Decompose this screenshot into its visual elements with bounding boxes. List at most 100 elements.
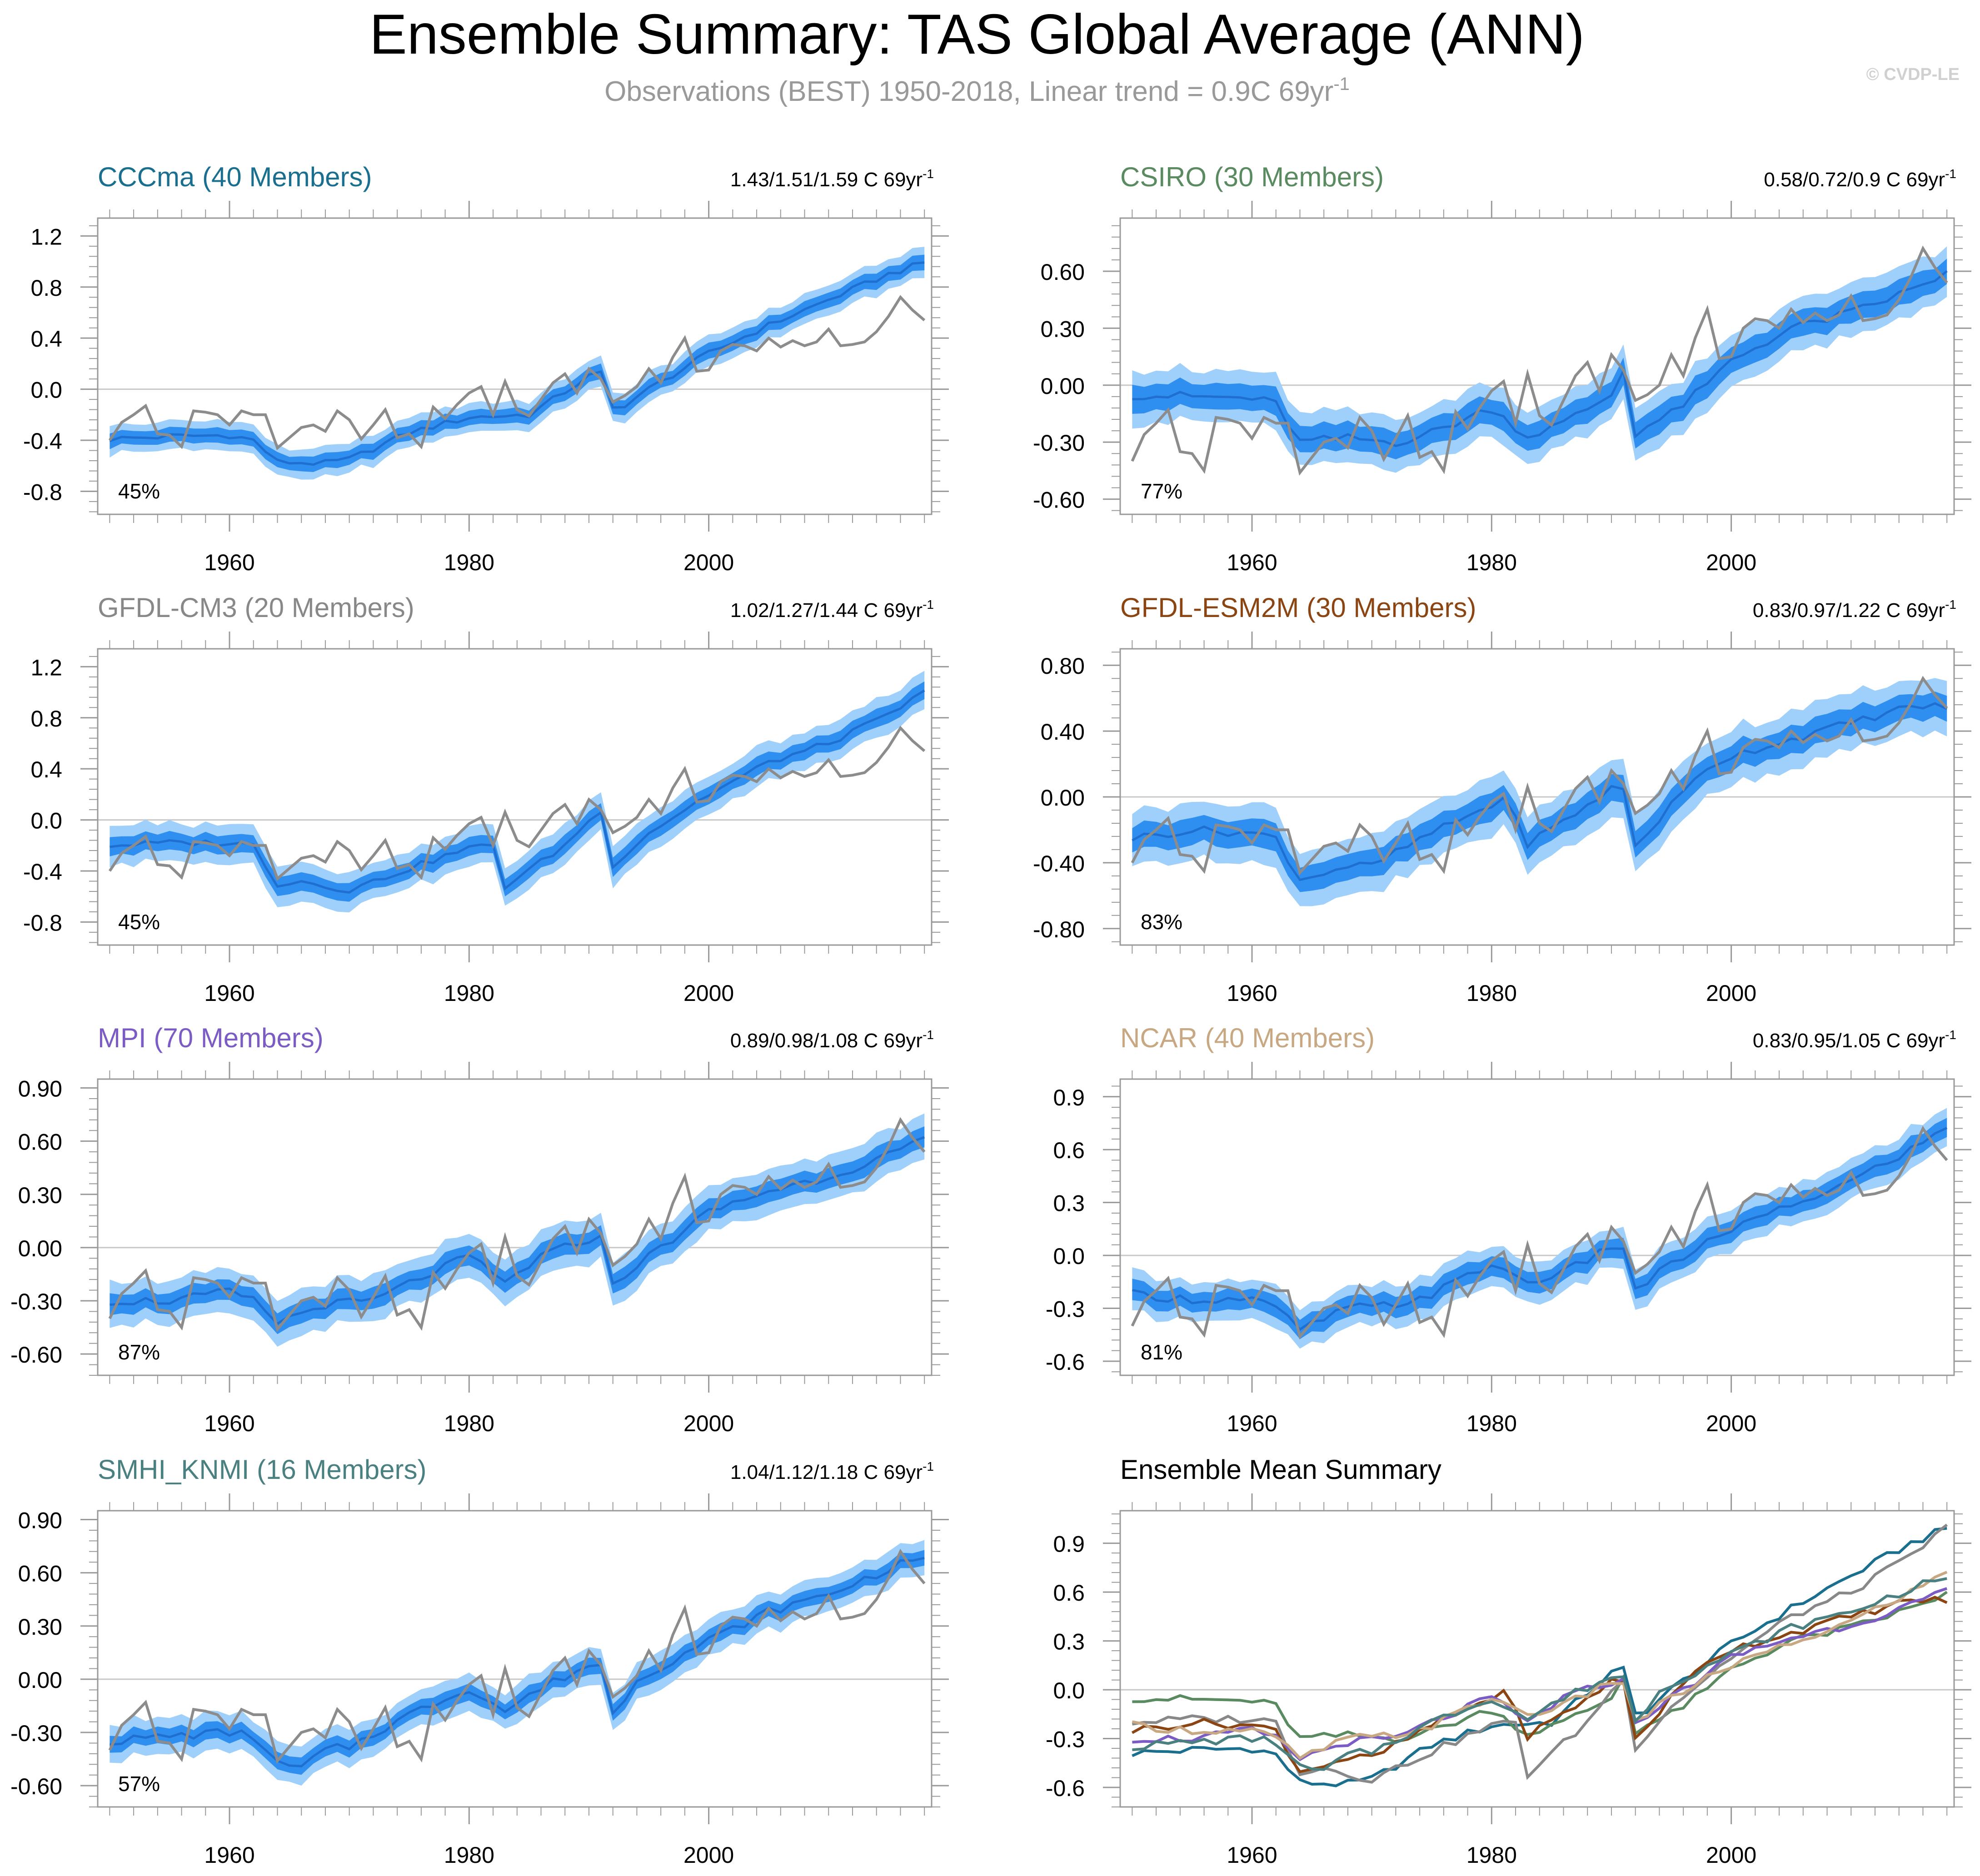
panel-2: GFDL-CM3 (20 Members) 1.02/1.27/1.44 C 69… — [23, 592, 949, 1006]
panel-5: NCAR (40 Members) 0.83/0.95/1.05 C 69yr-1… — [1046, 1023, 1971, 1436]
panel-percent-label: 81% — [1141, 1340, 1182, 1364]
plot-area — [1120, 245, 1954, 476]
x-tick-label: 2000 — [683, 1411, 734, 1436]
panel-7: Ensemble Mean Summary -0.6 -0.3 0.0 0.3 0.6 0.… — [1046, 1454, 1971, 1868]
x-tick-label: 1980 — [444, 1842, 494, 1868]
y-tick-label: -0.30 — [10, 1721, 62, 1746]
y-tick-label: 0.40 — [1041, 719, 1085, 745]
figure-title: Ensemble Summary: TAS Global Average (AN… — [369, 3, 1585, 66]
trend-exponent: -1 — [923, 167, 934, 181]
y-tick-label: -0.3 — [1046, 1727, 1085, 1752]
panel-title: SMHI_KNMI (16 Members) — [98, 1454, 426, 1485]
x-tick-label: 1980 — [1466, 550, 1517, 575]
observations-line — [108, 295, 926, 451]
y-tick-label: 1.2 — [30, 224, 62, 249]
y-tick-label: 0.30 — [18, 1614, 62, 1640]
panel-title: MPI (70 Members) — [98, 1023, 324, 1053]
plot-frame — [1119, 217, 1955, 515]
panel-title: NCAR (40 Members) — [1120, 1023, 1375, 1053]
x-tick-label: 1960 — [204, 1411, 254, 1436]
plot-area — [1120, 1523, 1954, 1787]
y-tick-label: 0.0 — [30, 378, 62, 403]
ensemble-mean-line — [1132, 270, 1948, 448]
x-tick-label: 1980 — [1466, 1411, 1517, 1436]
observations-line — [1131, 245, 1948, 476]
summary-line-6 — [1132, 1577, 1947, 1771]
plot-frame — [1119, 1078, 1955, 1376]
y-tick-label: -0.60 — [1033, 488, 1085, 513]
panel-trend-label: 1.43/1.51/1.59 C 69yr-1 — [730, 167, 934, 191]
panel-title: CSIRO (30 Members) — [1120, 162, 1384, 192]
ensemble-outer-band — [110, 1540, 925, 1786]
summary-line-4 — [1132, 1587, 1948, 1762]
x-tick-label: 1960 — [1227, 980, 1277, 1006]
trend-exponent: -1 — [1945, 167, 1956, 181]
y-tick-label: 0.60 — [18, 1130, 62, 1155]
trend-value: 0.83/0.97/1.22 C 69yr — [1753, 599, 1945, 622]
ensemble-outer-band — [1132, 246, 1947, 473]
y-tick-label: -0.3 — [1046, 1297, 1085, 1322]
x-tick-label: 2000 — [683, 980, 734, 1006]
y-tick-label: 0.90 — [18, 1508, 62, 1533]
ensemble-inner-band — [1132, 259, 1947, 459]
x-tick-label: 1980 — [444, 550, 494, 575]
y-tick-label: 0.8 — [30, 275, 62, 301]
x-tick-label: 1980 — [1466, 1842, 1517, 1868]
trend-value: 0.58/0.72/0.9 C 69yr — [1764, 169, 1945, 191]
panel-percent-label: 83% — [1141, 910, 1182, 934]
plot-frame — [97, 1078, 933, 1376]
ensemble-outer-band — [110, 247, 925, 480]
plot-frame — [1119, 1510, 1955, 1808]
trend-value: 1.43/1.51/1.59 C 69yr — [730, 169, 923, 191]
plot-area — [1120, 1108, 1954, 1349]
observations-line — [108, 1548, 926, 1764]
y-tick-label: -0.60 — [10, 1774, 62, 1799]
y-tick-label: 0.0 — [30, 808, 62, 834]
trend-exponent: -1 — [923, 1028, 934, 1042]
x-tick-label: 1980 — [444, 1411, 494, 1436]
observations-line — [108, 726, 926, 881]
panel-trend-label: 1.02/1.27/1.44 C 69yr-1 — [730, 597, 934, 622]
observations-line — [1131, 1125, 1948, 1339]
y-tick-label: 0.00 — [1041, 785, 1085, 811]
plot-frame — [97, 217, 933, 515]
observations-line — [1131, 676, 1948, 876]
y-tick-label: -0.40 — [1033, 851, 1085, 876]
panel-title: Ensemble Mean Summary — [1120, 1454, 1441, 1485]
ensemble-inner-band — [1132, 692, 1947, 892]
figure-subtitle: Observations (BEST) 1950-2018, Linear tr… — [604, 74, 1350, 107]
y-tick-label: 0.60 — [18, 1561, 62, 1587]
y-tick-label: 0.9 — [1053, 1532, 1085, 1557]
y-tick-label: 0.90 — [18, 1076, 62, 1102]
summary-line-2 — [1132, 1523, 1948, 1784]
trend-value: 1.04/1.12/1.18 C 69yr — [730, 1461, 923, 1483]
figure-subtitle-sup: -1 — [1333, 74, 1350, 94]
y-tick-label: 0.8 — [30, 706, 62, 731]
y-tick-label: 0.00 — [1041, 373, 1085, 399]
panel-percent-label: 87% — [118, 1340, 160, 1364]
y-tick-label: 0.30 — [1041, 316, 1085, 342]
y-tick-label: 1.2 — [30, 655, 62, 680]
ensemble-inner-band — [110, 254, 925, 472]
panel-percent-label: 77% — [1141, 479, 1182, 503]
x-tick-label: 1960 — [204, 1842, 254, 1868]
summary-line-3 — [1131, 1596, 1948, 1773]
x-tick-label: 2000 — [1706, 550, 1756, 575]
trend-exponent: -1 — [923, 1459, 934, 1473]
ensemble-inner-band — [1132, 1118, 1947, 1339]
plot-area — [98, 247, 932, 480]
ensemble-outer-band — [110, 1113, 925, 1347]
x-tick-label: 1960 — [1227, 550, 1277, 575]
trend-value: 1.02/1.27/1.44 C 69yr — [730, 599, 923, 622]
panels-group: CCCma (40 Members) 1.43/1.51/1.59 C 69yr-… — [10, 162, 1971, 1868]
x-tick-label: 1960 — [204, 550, 254, 575]
plot-area — [98, 671, 932, 913]
y-tick-label: -0.6 — [1046, 1776, 1085, 1801]
panel-trend-label: 0.89/0.98/1.08 C 69yr-1 — [730, 1028, 934, 1052]
panel-trend-label: 0.83/0.97/1.22 C 69yr-1 — [1753, 597, 1956, 622]
panel-title: GFDL-CM3 (20 Members) — [98, 592, 414, 623]
panel-4: MPI (70 Members) 0.89/0.98/1.08 C 69yr-1-… — [10, 1023, 949, 1436]
y-tick-label: 0.4 — [30, 757, 62, 782]
